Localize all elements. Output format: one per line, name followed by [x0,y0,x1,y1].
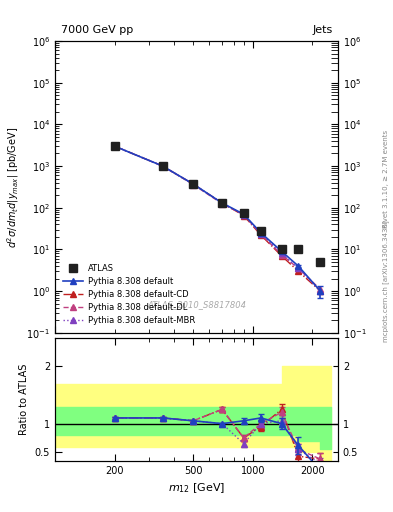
Text: mcplots.cern.ch [arXiv:1306.3436]: mcplots.cern.ch [arXiv:1306.3436] [382,221,389,343]
ATLAS [112,143,117,149]
ATLAS [279,246,284,252]
Text: Jets: Jets [312,25,332,35]
ATLAS [241,210,246,216]
Text: ATLAS_2010_S8817804: ATLAS_2010_S8817804 [147,301,246,309]
ATLAS [259,228,263,234]
Y-axis label: $d^2\sigma/dm_t d|y_{max}|$ [pb/GeV]: $d^2\sigma/dm_t d|y_{max}|$ [pb/GeV] [5,126,21,247]
X-axis label: $m_{12}$ [GeV]: $m_{12}$ [GeV] [168,481,225,495]
ATLAS [220,200,224,206]
Text: Rivet 3.1.10, ≥ 2.7M events: Rivet 3.1.10, ≥ 2.7M events [383,130,389,228]
Text: 7000 GeV pp: 7000 GeV pp [61,25,133,35]
Line: ATLAS: ATLAS [110,142,303,253]
ATLAS [160,163,165,169]
Y-axis label: Ratio to ATLAS: Ratio to ATLAS [19,364,29,435]
ATLAS [191,181,196,187]
ATLAS [296,246,301,252]
Legend: ATLAS, Pythia 8.308 default, Pythia 8.308 default-CD, Pythia 8.308 default-DL, P: ATLAS, Pythia 8.308 default, Pythia 8.30… [59,260,198,329]
